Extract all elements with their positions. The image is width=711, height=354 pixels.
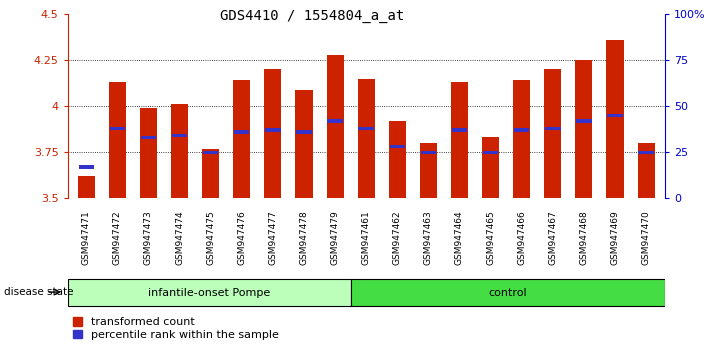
Bar xyxy=(575,60,592,198)
Bar xyxy=(419,143,437,198)
Bar xyxy=(513,80,530,198)
Text: GSM947466: GSM947466 xyxy=(517,210,526,265)
Bar xyxy=(358,127,374,130)
Bar xyxy=(264,69,282,198)
Bar xyxy=(514,129,530,132)
Text: GSM947468: GSM947468 xyxy=(579,210,589,265)
Bar xyxy=(203,150,218,154)
Bar xyxy=(171,104,188,198)
Bar xyxy=(326,55,343,198)
Bar xyxy=(202,149,219,198)
Text: GDS4410 / 1554804_a_at: GDS4410 / 1554804_a_at xyxy=(220,9,405,23)
Bar xyxy=(141,136,156,139)
Bar xyxy=(234,130,250,133)
Bar xyxy=(78,165,94,169)
Bar xyxy=(389,121,406,198)
Bar xyxy=(265,129,281,132)
Text: GSM947472: GSM947472 xyxy=(113,210,122,265)
Bar xyxy=(327,119,343,122)
Bar xyxy=(483,150,498,154)
Bar xyxy=(295,90,313,198)
Text: infantile-onset Pompe: infantile-onset Pompe xyxy=(148,288,270,298)
Text: disease state: disease state xyxy=(4,287,73,297)
Bar xyxy=(390,145,405,148)
Bar xyxy=(68,279,351,307)
Bar xyxy=(545,127,560,130)
Bar xyxy=(233,80,250,198)
Text: GSM947479: GSM947479 xyxy=(331,210,340,265)
Bar xyxy=(109,82,126,198)
Text: control: control xyxy=(488,288,527,298)
Bar xyxy=(296,130,311,133)
Bar xyxy=(351,279,665,307)
Bar xyxy=(607,114,623,117)
Text: GSM947477: GSM947477 xyxy=(268,210,277,265)
Text: GSM947464: GSM947464 xyxy=(455,210,464,265)
Bar xyxy=(576,119,592,122)
Text: GSM947469: GSM947469 xyxy=(611,210,619,265)
Text: GSM947473: GSM947473 xyxy=(144,210,153,265)
Text: GSM947463: GSM947463 xyxy=(424,210,433,265)
Text: GSM947465: GSM947465 xyxy=(486,210,495,265)
Text: GSM947467: GSM947467 xyxy=(548,210,557,265)
Bar xyxy=(451,82,468,198)
Legend: transformed count, percentile rank within the sample: transformed count, percentile rank withi… xyxy=(73,317,279,340)
Text: GSM947461: GSM947461 xyxy=(362,210,370,265)
Text: GSM947462: GSM947462 xyxy=(392,210,402,265)
Bar xyxy=(606,40,624,198)
Text: GSM947474: GSM947474 xyxy=(175,210,184,265)
Text: GSM947478: GSM947478 xyxy=(299,210,309,265)
Bar xyxy=(77,176,95,198)
Text: GSM947476: GSM947476 xyxy=(237,210,246,265)
Bar xyxy=(421,150,436,154)
Bar xyxy=(140,108,157,198)
Bar xyxy=(638,143,655,198)
Bar xyxy=(358,79,375,198)
Text: GSM947470: GSM947470 xyxy=(641,210,651,265)
Text: GSM947475: GSM947475 xyxy=(206,210,215,265)
Bar xyxy=(544,69,562,198)
Bar xyxy=(109,127,125,130)
Text: GSM947471: GSM947471 xyxy=(82,210,91,265)
Bar xyxy=(451,129,467,132)
Bar xyxy=(638,150,654,154)
Bar xyxy=(172,134,187,137)
Bar xyxy=(482,137,499,198)
